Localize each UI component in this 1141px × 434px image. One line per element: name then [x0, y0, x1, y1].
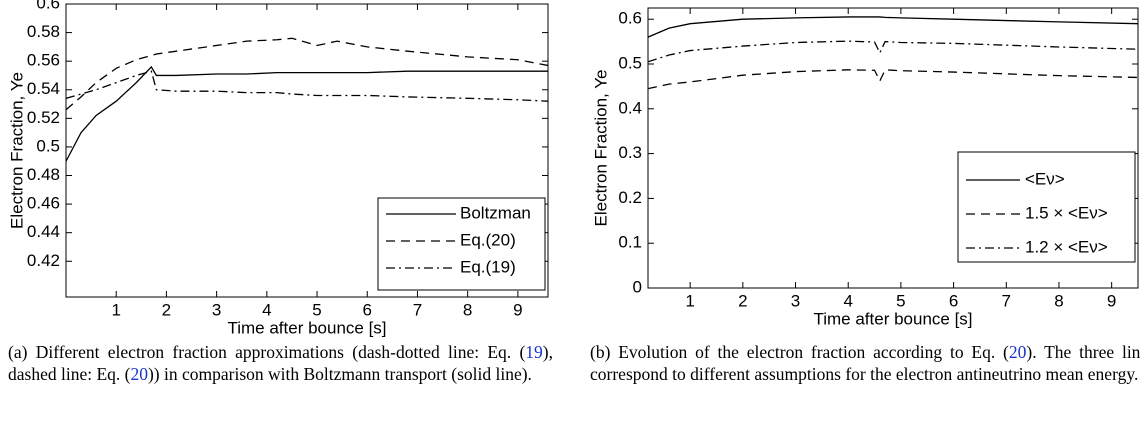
- x-tick-label: 4: [262, 300, 271, 319]
- x-tick-label: 1: [111, 300, 120, 319]
- y-tick-label: 0.3: [618, 143, 642, 162]
- caption-text: (a) Different electron fraction approxim…: [8, 342, 526, 362]
- y-tick-label: 0.56: [27, 51, 60, 70]
- x-tick-label: 1: [685, 291, 694, 310]
- caption-text: ), dashed line: Eq. (: [8, 342, 553, 384]
- y-tick-label: 0.6: [36, 0, 60, 12]
- y-tick-label: 0.2: [618, 188, 642, 207]
- legend-label: Eq.(20): [460, 230, 516, 249]
- legend-label: Eq.(19): [460, 257, 516, 276]
- caption-ref: 20: [130, 364, 148, 384]
- plot-lines: [648, 16, 1138, 90]
- caption-b: (b) Evolution of the electron fraction a…: [590, 341, 1141, 385]
- y-tick-label: 0.42: [27, 251, 60, 270]
- y-tick-label: 0.48: [27, 165, 60, 184]
- caption-ref: 20: [1008, 342, 1027, 362]
- series-line: [66, 37, 548, 111]
- x-tick-label: 5: [312, 300, 321, 319]
- caption-ref: 19: [525, 342, 543, 362]
- x-tick-label: 6: [949, 291, 958, 310]
- y-tick-label: 0.6: [618, 9, 642, 28]
- caption-text: )) in comparison with Boltzmann transpor…: [147, 364, 532, 384]
- x-tick-label: 6: [363, 300, 372, 319]
- caption-a: (a) Different electron fraction approxim…: [8, 341, 553, 385]
- y-tick-label: 0.1: [618, 233, 642, 252]
- series-line: [66, 65, 548, 162]
- y-tick-label: 0.5: [618, 53, 642, 72]
- axes-frame: [65, 3, 549, 298]
- y-axis-label: Electron Fraction, Ye: [591, 70, 610, 227]
- x-tick-label: 2: [162, 300, 171, 319]
- caption-text: (b) Evolution of the electron fraction a…: [590, 342, 1009, 362]
- legend-box: [377, 197, 546, 291]
- plot-lines: [66, 37, 548, 162]
- y-tick-label: 0.52: [27, 108, 60, 127]
- x-tick-label: 5: [896, 291, 905, 310]
- y-tick-label: 0.58: [27, 22, 60, 41]
- y-tick-label: 0: [633, 277, 642, 296]
- x-tick-label: 7: [1002, 291, 1011, 310]
- x-tick-label: 7: [413, 300, 422, 319]
- x-axis-label: Time after bounce [s]: [813, 309, 972, 328]
- y-axis-label: Electron Fraction, Ye: [7, 72, 26, 229]
- series-line: [66, 70, 548, 102]
- legend-label: Boltzman: [460, 203, 531, 222]
- x-tick-label: 9: [513, 300, 522, 319]
- y-tick-label: 0.5: [36, 136, 60, 155]
- x-tick-label: 3: [791, 291, 800, 310]
- x-tick-label: 4: [843, 291, 852, 310]
- legend-label: 1.5 × <Eν>: [1025, 203, 1108, 222]
- y-tick-label: 0.46: [27, 194, 60, 213]
- y-tick-label: 0.54: [27, 79, 60, 98]
- x-axis-label: Time after bounce [s]: [227, 318, 386, 337]
- figure: 1 2 3 4 5 6 7 8 90.420.440.460.480.50.520.540.56…: [7, 0, 1139, 337]
- y-tick-label: 0.44: [27, 222, 60, 241]
- legend-label: <Eν>: [1025, 169, 1065, 188]
- legend-box: [957, 151, 1136, 263]
- caption-text: ). The three lines correspond to differe…: [590, 342, 1141, 384]
- series-line: [648, 69, 1138, 90]
- series-line: [648, 16, 1138, 38]
- y-tick-label: 0.4: [618, 98, 642, 117]
- x-tick-label: 8: [1054, 291, 1063, 310]
- x-tick-label: 8: [463, 300, 472, 319]
- axes-frame: [647, 7, 1139, 289]
- series-line: [648, 40, 1138, 63]
- x-tick-label: 9: [1107, 291, 1116, 310]
- x-tick-label: 2: [738, 291, 747, 310]
- x-tick-label: 3: [212, 300, 221, 319]
- legend-label: 1.2 × <Eν>: [1025, 237, 1108, 256]
